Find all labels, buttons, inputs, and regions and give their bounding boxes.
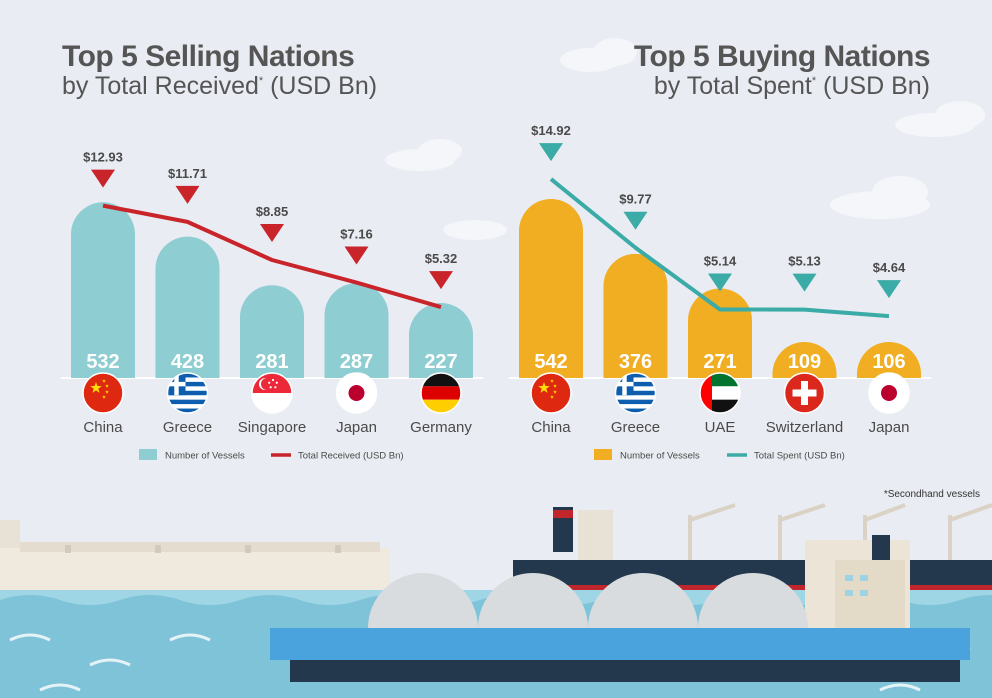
buying-series-line bbox=[549, 177, 890, 319]
selling-line-label: $8.85 bbox=[256, 204, 289, 219]
buying-bar bbox=[519, 198, 583, 378]
greece-flag-icon bbox=[614, 372, 657, 414]
buying-bar-value: 109 bbox=[788, 351, 821, 373]
selling-bar bbox=[324, 283, 389, 378]
selling-legend-bar-swatch bbox=[139, 449, 157, 460]
selling-line-label: $12.93 bbox=[83, 150, 123, 165]
buying-chart-subtitle: by Total Spent* (USD Bn) bbox=[634, 74, 930, 99]
buying-bar-value: 271 bbox=[703, 351, 736, 373]
selling-subtitle-prefix: by Total Received bbox=[62, 72, 259, 100]
selling-line-label: $11.71 bbox=[168, 166, 207, 181]
buying-legend-bar-label: Number of Vessels bbox=[620, 451, 700, 462]
selling-bar-value: 532 bbox=[86, 351, 119, 373]
selling-line-label: $5.32 bbox=[425, 251, 458, 266]
buying-legend-bar-swatch bbox=[594, 449, 612, 460]
selling-legend-line-label: Total Received (USD Bn) bbox=[298, 451, 404, 462]
buying-subtitle-suffix: (USD Bn) bbox=[816, 72, 930, 100]
buying-bar bbox=[603, 253, 668, 378]
buying-category-label: Japan bbox=[869, 419, 910, 436]
selling-subtitle-suffix: (USD Bn) bbox=[263, 72, 378, 100]
china-flag-icon bbox=[82, 372, 124, 414]
buying-bar-value: 376 bbox=[619, 351, 652, 373]
lng-tanker bbox=[270, 535, 970, 682]
buying-bar-value: 542 bbox=[534, 351, 567, 373]
buying-marker bbox=[708, 273, 732, 292]
buying-category-label: China bbox=[531, 419, 571, 436]
buying-line-label: $5.14 bbox=[704, 253, 737, 268]
greece-flag-icon bbox=[166, 372, 209, 414]
selling-bar bbox=[240, 285, 304, 378]
cloud-icon bbox=[385, 38, 985, 240]
japan-flag-icon bbox=[868, 372, 910, 414]
buying-line-label: $4.64 bbox=[873, 260, 906, 275]
selling-bar-value: 287 bbox=[340, 351, 373, 373]
selling-bar bbox=[71, 202, 135, 378]
buying-subtitle-mark: * bbox=[811, 75, 817, 87]
buying-category-label: Switzerland bbox=[766, 419, 844, 436]
buying-line-label: $5.13 bbox=[788, 254, 821, 269]
switzerland-flag-icon bbox=[783, 372, 826, 414]
buying-marker bbox=[792, 273, 817, 292]
selling-category-label: Greece bbox=[163, 419, 212, 436]
buying-line-label: $14.92 bbox=[531, 123, 571, 138]
selling-chart-title-block: Top 5 Selling Nations by Total Received*… bbox=[62, 42, 377, 99]
buying-marker bbox=[539, 143, 563, 162]
buying-legend-line-label: Total Spent (USD Bn) bbox=[754, 451, 845, 462]
footnote: *Secondhand vessels bbox=[883, 489, 980, 500]
selling-bar-value: 227 bbox=[424, 351, 457, 373]
uae-flag-icon bbox=[699, 372, 741, 414]
buying-marker bbox=[623, 211, 648, 230]
selling-chart-title: Top 5 Selling Nations bbox=[62, 40, 355, 73]
buying-marker bbox=[877, 280, 901, 299]
buying-category-label: Greece bbox=[611, 419, 660, 436]
buying-bar bbox=[857, 342, 921, 378]
selling-bar-value: 428 bbox=[171, 351, 204, 373]
singapore-flag-icon bbox=[251, 372, 293, 414]
selling-marker bbox=[91, 169, 115, 188]
selling-category-label: Singapore bbox=[238, 419, 306, 436]
japan-flag-icon bbox=[335, 372, 378, 414]
selling-category-label: Germany bbox=[410, 419, 472, 436]
buying-chart-title: Top 5 Buying Nations bbox=[633, 40, 931, 73]
selling-marker bbox=[344, 246, 369, 265]
selling-legend-bar-label: Number of Vessels bbox=[165, 451, 245, 462]
selling-series-line bbox=[102, 203, 442, 309]
selling-category-label: China bbox=[83, 419, 123, 436]
selling-bar bbox=[409, 303, 473, 378]
china-flag-icon bbox=[530, 372, 572, 414]
selling-line-label: $7.16 bbox=[340, 227, 373, 242]
selling-bar bbox=[155, 236, 220, 378]
buying-bar bbox=[772, 342, 837, 378]
buying-chart-title-block: Top 5 Buying Nations by Total Spent* (US… bbox=[633, 40, 931, 99]
buying-line-label: $9.77 bbox=[619, 192, 652, 207]
selling-chart-subtitle: by Total Received* (USD Bn) bbox=[62, 74, 377, 99]
buying-subtitle-prefix: by Total Spent bbox=[653, 72, 812, 100]
selling-marker bbox=[175, 185, 200, 204]
germany-flag-icon bbox=[420, 372, 462, 414]
buying-bar-value: 106 bbox=[872, 351, 905, 373]
selling-category-label: Japan bbox=[336, 419, 377, 436]
selling-marker bbox=[429, 271, 453, 290]
buying-category-label: UAE bbox=[705, 419, 736, 436]
selling-bar-value: 281 bbox=[255, 351, 288, 373]
selling-subtitle-mark: * bbox=[258, 75, 264, 87]
selling-marker bbox=[260, 224, 284, 242]
